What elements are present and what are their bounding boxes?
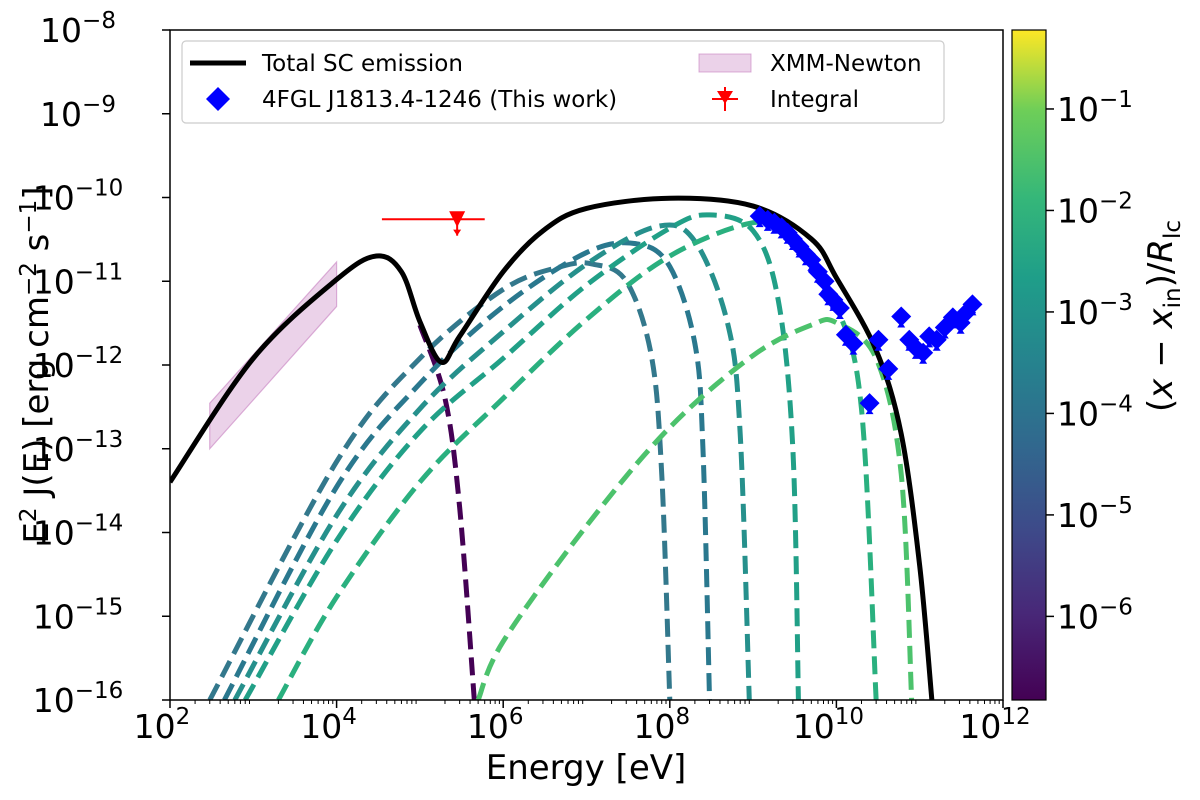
- x-tick-label: 1012: [959, 704, 1030, 746]
- legend-xmm-swatch: [698, 53, 752, 73]
- component-curve-2: [207, 260, 673, 700]
- integral-marker: [449, 211, 466, 228]
- legend-total-sc-label: Total SC emission: [261, 51, 463, 77]
- fermi-data-point: [859, 393, 880, 414]
- legend-integral-label: Integral: [770, 87, 859, 113]
- component-curve-3: [222, 240, 713, 700]
- x-tick-label: 104: [300, 704, 357, 746]
- colorbar-label: (x − xin)/Rlc: [1141, 220, 1186, 412]
- fermi-data-point: [878, 358, 899, 379]
- legend-integral-swatch: [712, 87, 738, 111]
- y-tick-label: 10−16: [33, 678, 124, 720]
- component-curve-7: [475, 317, 915, 700]
- fermi-data-point: [913, 342, 934, 363]
- legend-fermi-swatch: [206, 87, 230, 111]
- x-tick-label: 106: [467, 704, 524, 746]
- x-tick-label: 1010: [793, 704, 864, 746]
- colorbar-tick-label: 10−2: [1057, 188, 1133, 230]
- fermi-data-point: [843, 333, 864, 354]
- fermi-data-point: [891, 306, 912, 327]
- colorbar: 10−6 10−5 10−4 10−3 10−2 10−1 (x − xin)/Rlc: [1011, 29, 1186, 701]
- x-tick-label: 108: [633, 704, 690, 746]
- colorbar-tick-label: 10−6: [1057, 594, 1133, 636]
- legend-fermi-label: 4FGL J1813.4-1246 (This work): [262, 87, 617, 113]
- fermi-data-point: [829, 297, 850, 318]
- x-axis: 102 104 106 108 1010 1012: [134, 700, 1031, 746]
- plot-area: [170, 30, 1003, 700]
- colorbar-tick-label: 10−1: [1057, 87, 1133, 129]
- component-curve-6: [276, 218, 879, 700]
- component-curve-5: [243, 212, 801, 700]
- y-tick-label: 10−15: [33, 594, 124, 636]
- y-tick-label: 10−13: [33, 427, 124, 469]
- legend-box: [181, 40, 945, 124]
- y-axis: 10−16 10−15 10−14 10−13 10−12 10−11 10−10 10−9 1…: [33, 8, 170, 720]
- colorbar-gradient: [1011, 29, 1047, 701]
- component-curve-4: [232, 222, 752, 700]
- y-tick-label: 10−11: [33, 259, 124, 301]
- fermi-data-point: [926, 329, 947, 350]
- plot-content: [170, 195, 983, 700]
- colorbar-ticks: 10−6 10−5 10−4 10−3 10−2 10−1: [1046, 87, 1133, 636]
- y-axis-label: E2 J(E) [erg cm−2 s−1]: [16, 186, 57, 543]
- y-tick-label: 10−10: [33, 176, 124, 218]
- fermi-data-point: [962, 294, 983, 315]
- y-tick-label: 10−12: [33, 343, 124, 385]
- y-tick-label: 10−14: [33, 511, 124, 553]
- integral-arrow-head: [453, 229, 462, 236]
- colorbar-tick-label: 10−5: [1057, 493, 1133, 535]
- fermi-data-point: [868, 329, 889, 350]
- legend-xmm-label: XMM-Newton: [770, 51, 922, 77]
- y-tick-label: 10−9: [40, 92, 116, 134]
- total-sc-emission-curve: [170, 195, 935, 700]
- x-tick-label: 102: [134, 704, 191, 746]
- y-tick-label: 10−8: [40, 8, 116, 50]
- legend: Total SC emission 4FGL J1813.4-1246 (Thi…: [181, 40, 945, 124]
- colorbar-tick-label: 10−3: [1057, 290, 1133, 332]
- x-axis-label: Energy [eV]: [486, 748, 687, 788]
- colorbar-tick-label: 10−4: [1057, 391, 1133, 433]
